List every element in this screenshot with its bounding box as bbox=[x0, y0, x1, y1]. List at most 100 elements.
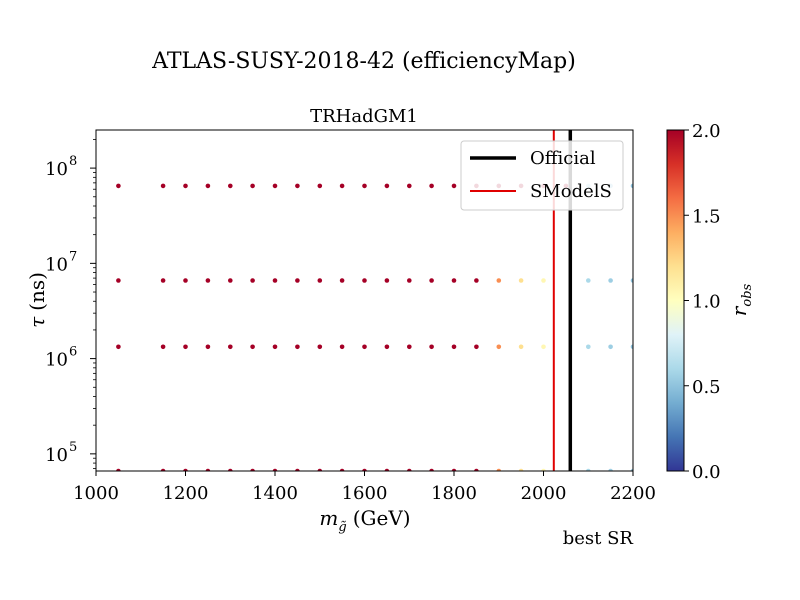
legend-smodels-label: SModelS bbox=[530, 181, 612, 202]
data-point bbox=[474, 344, 479, 350]
x-tick-label: 1600 bbox=[342, 483, 388, 504]
y-axis-label-symbol: τ bbox=[25, 316, 49, 328]
x-axis-label-symbol: m bbox=[319, 506, 338, 530]
data-point bbox=[384, 468, 390, 471]
x-tick-label: 1400 bbox=[252, 483, 298, 504]
colorbar-tick-label: 0.0 bbox=[692, 462, 721, 483]
scatter-points bbox=[116, 183, 633, 471]
data-point bbox=[518, 468, 524, 471]
data-point bbox=[608, 344, 613, 350]
y-axis-label: τ (ns) bbox=[25, 272, 49, 328]
data-point bbox=[496, 344, 502, 350]
x-axis-label-unit: (GeV) bbox=[353, 506, 411, 530]
data-point bbox=[630, 468, 633, 471]
data-point bbox=[116, 344, 121, 350]
y-tick-label: 10 bbox=[45, 159, 68, 180]
data-point bbox=[205, 278, 211, 283]
data-point bbox=[362, 183, 367, 189]
data-point bbox=[317, 468, 323, 471]
data-point bbox=[586, 468, 591, 471]
data-point bbox=[272, 344, 278, 350]
x-tick-label: 2000 bbox=[521, 483, 567, 504]
legend-official-label: Official bbox=[530, 148, 596, 169]
data-point bbox=[228, 344, 233, 350]
x-tick-label: 2200 bbox=[610, 483, 656, 504]
data-point bbox=[228, 278, 233, 283]
data-point bbox=[429, 278, 434, 283]
data-point bbox=[384, 344, 390, 350]
data-point bbox=[407, 468, 412, 471]
data-point bbox=[116, 183, 121, 189]
data-point bbox=[518, 344, 524, 350]
data-point bbox=[429, 183, 434, 189]
data-point bbox=[362, 278, 367, 283]
data-point bbox=[384, 183, 390, 189]
colorbar-tick-label: 0.5 bbox=[692, 377, 721, 398]
data-point bbox=[183, 344, 188, 350]
x-axis-ticks: 1000 1200 1400 1600 1800 2000 2200 bbox=[73, 471, 656, 504]
data-point bbox=[407, 278, 412, 283]
data-point bbox=[160, 183, 166, 189]
data-point bbox=[541, 468, 546, 471]
data-point bbox=[541, 278, 546, 283]
chart-subtitle: TRHadGM1 bbox=[310, 106, 418, 127]
y-tick-exponent: 6 bbox=[69, 345, 77, 360]
x-axis-label-subscript: g̃ bbox=[338, 520, 346, 535]
data-point bbox=[586, 278, 591, 283]
data-point bbox=[160, 278, 166, 283]
data-point bbox=[608, 468, 613, 471]
data-point bbox=[496, 278, 502, 283]
data-point bbox=[630, 183, 633, 189]
chart-title: ATLAS-SUSY-2018-42 (efficiencyMap) bbox=[151, 49, 576, 74]
data-point bbox=[183, 468, 188, 471]
data-point bbox=[451, 468, 457, 471]
data-point bbox=[250, 183, 255, 189]
data-point bbox=[160, 468, 166, 471]
y-axis-label-unit: (ns) bbox=[25, 272, 49, 311]
data-point bbox=[518, 278, 524, 283]
data-point bbox=[630, 344, 633, 350]
colorbar-ticks: 0.0 0.5 1.0 1.5 2.0 bbox=[684, 121, 721, 483]
y-tick-label: 10 bbox=[45, 350, 68, 371]
data-point bbox=[608, 278, 613, 283]
data-point bbox=[183, 278, 188, 283]
data-point bbox=[429, 468, 434, 471]
data-point bbox=[474, 468, 479, 471]
y-tick-exponent: 8 bbox=[69, 154, 77, 169]
legend: Official SModelS bbox=[460, 140, 624, 211]
data-point bbox=[160, 344, 166, 350]
x-tick-label: 1800 bbox=[431, 483, 477, 504]
data-point bbox=[295, 344, 300, 350]
data-point bbox=[228, 468, 233, 471]
data-point bbox=[272, 183, 278, 189]
data-point bbox=[451, 278, 457, 283]
colorbar-label: robs bbox=[727, 283, 755, 316]
data-point bbox=[339, 183, 345, 189]
x-tick-label: 1200 bbox=[163, 483, 209, 504]
data-point bbox=[362, 344, 367, 350]
data-point bbox=[339, 468, 345, 471]
x-tick-label: 1000 bbox=[73, 483, 119, 504]
data-point bbox=[295, 183, 300, 189]
data-point bbox=[295, 468, 300, 471]
data-point bbox=[272, 278, 278, 283]
data-point bbox=[205, 183, 211, 189]
data-point bbox=[317, 344, 323, 350]
data-point bbox=[205, 344, 211, 350]
data-point bbox=[630, 278, 633, 283]
y-tick-exponent: 5 bbox=[69, 440, 77, 455]
x-axis-label: mg̃ (GeV) bbox=[319, 506, 410, 535]
data-point bbox=[272, 468, 278, 471]
data-point bbox=[496, 468, 502, 471]
data-point bbox=[451, 344, 457, 350]
data-point bbox=[116, 278, 121, 283]
data-point bbox=[205, 468, 211, 471]
data-point bbox=[317, 183, 323, 189]
colorbar-tick-label: 1.5 bbox=[692, 206, 721, 227]
best-sr-note: best SR bbox=[563, 528, 634, 549]
colorbar-label-subscript: obs bbox=[740, 283, 755, 306]
data-point bbox=[407, 183, 412, 189]
data-point bbox=[250, 468, 255, 471]
data-point bbox=[362, 468, 367, 471]
